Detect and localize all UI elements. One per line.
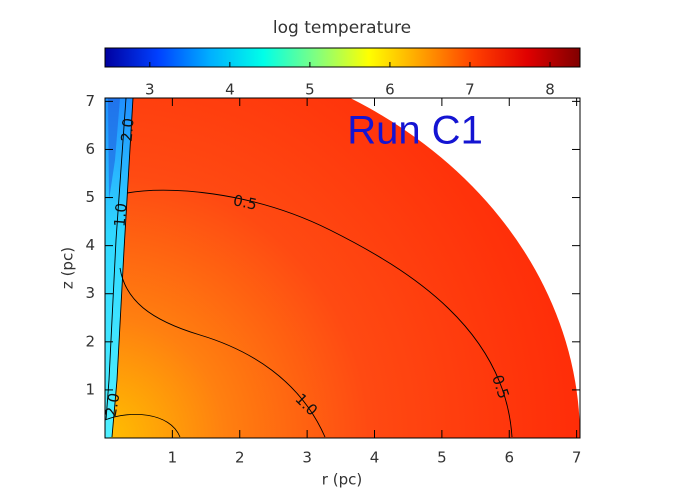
contour-line <box>105 414 181 438</box>
y-tick-label: 1 <box>85 380 95 398</box>
plot-frame <box>104 97 581 439</box>
y-tick-label: 5 <box>85 188 95 206</box>
x-tick-label: 6 <box>504 449 514 467</box>
x-tick-label: 4 <box>370 449 380 467</box>
colorbar-tick-label: 5 <box>305 81 315 99</box>
contour-label: 0.5 <box>232 191 259 214</box>
x-tick-label: 7 <box>572 449 582 467</box>
y-tick-label: 6 <box>85 140 95 158</box>
y-tick-label: 2 <box>85 332 95 350</box>
colorbar-tick-label: 6 <box>385 81 395 99</box>
contour-label: 2.0 <box>102 392 124 419</box>
colorbar-tick-label: 4 <box>225 81 235 99</box>
x-axis-label: r (pc) <box>322 471 362 489</box>
contour-label: 2.0 <box>117 117 137 142</box>
y-tick-label: 4 <box>85 236 95 254</box>
contour-line <box>119 267 326 438</box>
contour-line <box>126 189 513 438</box>
x-tick-label: 1 <box>168 449 178 467</box>
field-image <box>105 98 580 438</box>
colorbar-tick-label: 7 <box>465 81 475 99</box>
colorbar-title: log temperature <box>273 18 411 38</box>
x-tick-label: 3 <box>302 449 312 467</box>
y-tick-label: 3 <box>85 284 95 302</box>
contour-label: 1.0 <box>110 202 130 227</box>
y-tick-label: 7 <box>85 92 95 110</box>
colorbar <box>104 47 581 68</box>
contour-line <box>105 98 127 421</box>
contour-line <box>111 98 134 438</box>
cold-strip <box>105 98 133 438</box>
y-axis-label: z (pc) <box>59 247 77 289</box>
annotation: Run C1 <box>347 109 483 153</box>
x-tick-label: 2 <box>235 449 245 467</box>
heatmap-field <box>105 98 580 438</box>
colorbar-tick-label: 8 <box>545 81 555 99</box>
colorbar-tick-label: 3 <box>145 81 155 99</box>
x-tick-label: 5 <box>437 449 447 467</box>
cold-core <box>108 98 120 200</box>
